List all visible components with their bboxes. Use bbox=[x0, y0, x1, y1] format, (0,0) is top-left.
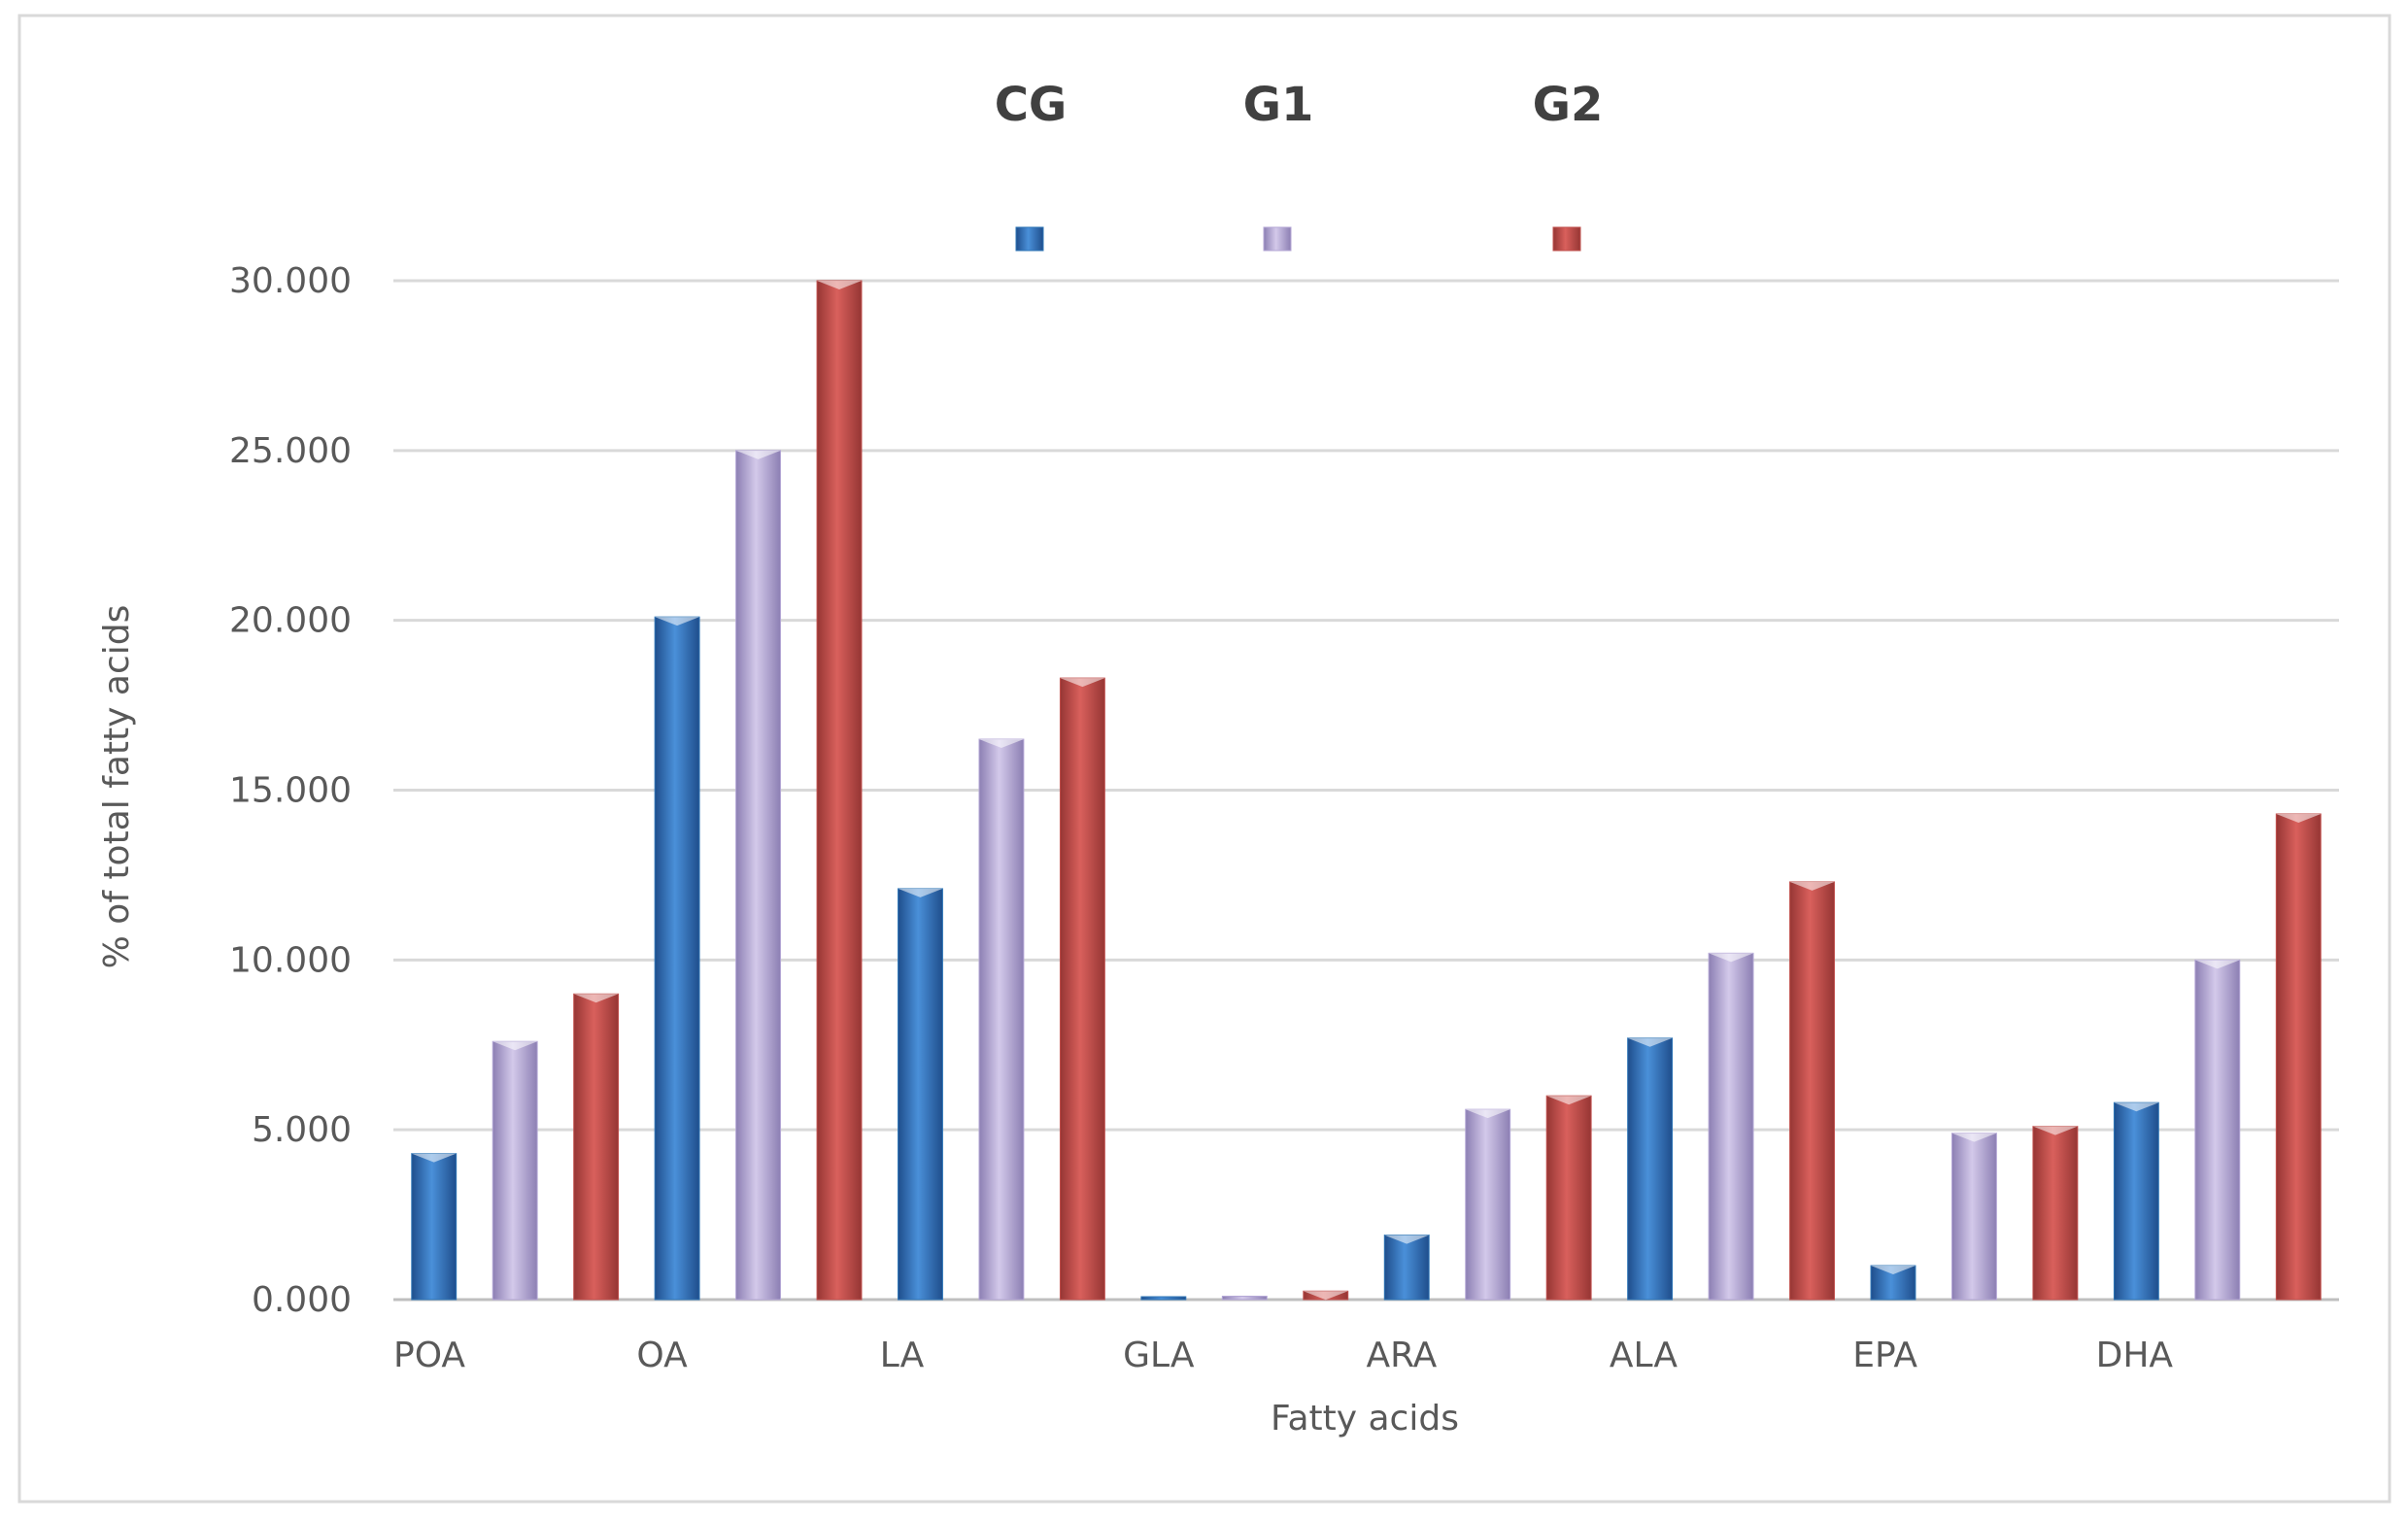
bar-g2-ara bbox=[1545, 1095, 1592, 1301]
y-axis-title: % of total fatty acids bbox=[97, 605, 137, 969]
x-tick-label: LA bbox=[880, 1336, 925, 1375]
bar-bevel bbox=[1546, 1096, 1592, 1105]
bar-g2-ala bbox=[1789, 881, 1835, 1301]
bar-body bbox=[1789, 881, 1835, 1301]
bar-bevel bbox=[1709, 953, 1754, 963]
bar-g1-epa bbox=[1950, 1133, 1997, 1301]
y-tick-label: 30.000 bbox=[229, 261, 352, 301]
bar-bevel bbox=[1789, 881, 1835, 891]
bar-bevel bbox=[2114, 1102, 2159, 1112]
bar-cg-oa bbox=[654, 616, 700, 1301]
bar-body bbox=[1627, 1037, 1674, 1301]
bar-body bbox=[898, 888, 943, 1301]
bar-body bbox=[573, 993, 620, 1301]
bar-cg-ala bbox=[1627, 1037, 1674, 1301]
bar-bevel bbox=[1303, 1291, 1348, 1301]
y-tick-label: 25.000 bbox=[229, 431, 352, 471]
bar-body bbox=[1140, 1296, 1187, 1301]
x-tick-label: GLA bbox=[1123, 1336, 1195, 1375]
bar-g2-gla bbox=[1303, 1290, 1349, 1301]
bar-bevel bbox=[1627, 1037, 1673, 1047]
bar-cg-gla bbox=[1140, 1296, 1187, 1301]
bar-bevel bbox=[2276, 813, 2322, 823]
bar-bevel bbox=[1465, 1109, 1510, 1119]
x-tick-label: EPA bbox=[1852, 1336, 1917, 1375]
bar-cg-ara bbox=[1383, 1235, 1430, 1301]
bar-bevel bbox=[898, 888, 943, 897]
tick-labels: 0.000 5.000 10.000 15.000 20.000 25.000 30.000… bbox=[229, 261, 2173, 1375]
bar-cg-dha bbox=[2113, 1101, 2159, 1301]
bar-g2-la bbox=[1059, 677, 1105, 1301]
bar-cg-la bbox=[898, 888, 943, 1301]
bar-body bbox=[654, 616, 700, 1301]
bar-bevel bbox=[1951, 1133, 1997, 1142]
bar-body bbox=[816, 280, 863, 1301]
bar-bevel bbox=[735, 450, 781, 459]
bar-bevel bbox=[573, 994, 619, 1003]
bar-g1-ala bbox=[1708, 952, 1754, 1301]
legend-marker-g2 bbox=[1552, 226, 1581, 252]
bar-body bbox=[1465, 1108, 1511, 1301]
bar-body bbox=[735, 450, 782, 1301]
bar-body bbox=[1545, 1095, 1592, 1301]
bar-bevel bbox=[492, 1041, 538, 1051]
legend-marker-g1 bbox=[1263, 226, 1292, 252]
y-tick-label: 5.000 bbox=[252, 1110, 352, 1150]
x-tick-label: OA bbox=[636, 1336, 688, 1375]
y-tick-label: 20.000 bbox=[229, 601, 352, 641]
bar-bevel bbox=[1871, 1266, 1916, 1275]
bar-body bbox=[2194, 959, 2241, 1301]
x-tick-label: POA bbox=[393, 1336, 465, 1375]
bar-body bbox=[1708, 952, 1754, 1301]
bar-bevel bbox=[2032, 1126, 2078, 1135]
legend-label-g2: G2 bbox=[1533, 78, 1604, 132]
legend-label-g1: G1 bbox=[1243, 78, 1314, 132]
bar-bevel bbox=[2194, 960, 2240, 969]
bar-g1-oa bbox=[735, 450, 782, 1301]
bar-body bbox=[1059, 677, 1105, 1301]
bar-body bbox=[492, 1040, 538, 1301]
bar-g2-epa bbox=[2032, 1126, 2079, 1301]
y-tick-label: 0.000 bbox=[252, 1280, 352, 1320]
bar-body bbox=[2032, 1126, 2079, 1301]
legend-label-cg: CG bbox=[995, 78, 1068, 132]
bar-g2-poa bbox=[573, 993, 620, 1301]
legend-marker-cg bbox=[1015, 226, 1044, 252]
bar-bevel bbox=[411, 1153, 457, 1163]
x-axis-title: Fatty acids bbox=[1271, 1399, 1459, 1438]
x-tick-label: ARA bbox=[1367, 1336, 1438, 1375]
bar-body bbox=[978, 738, 1025, 1301]
bar-bevel bbox=[1384, 1235, 1430, 1244]
bar-body bbox=[1221, 1296, 1268, 1301]
bar-g1-la bbox=[978, 738, 1025, 1301]
bar-bevel bbox=[978, 739, 1024, 749]
bar-cg-poa bbox=[411, 1153, 458, 1301]
bar-body bbox=[1383, 1235, 1430, 1301]
bar-g1-dha bbox=[2194, 959, 2241, 1301]
y-tick-label: 15.000 bbox=[229, 771, 352, 811]
bar-body bbox=[1950, 1133, 1997, 1301]
bars bbox=[411, 280, 2322, 1301]
x-tick-label: ALA bbox=[1610, 1336, 1679, 1375]
bar-g2-dha bbox=[2275, 813, 2322, 1301]
bar-body bbox=[2113, 1101, 2159, 1301]
x-tick-label: DHA bbox=[2096, 1336, 2174, 1375]
gridlines bbox=[393, 279, 2339, 1302]
bar-bevel bbox=[1060, 678, 1105, 688]
y-tick-label: 10.000 bbox=[229, 940, 352, 980]
bar-cg-epa bbox=[1870, 1265, 1916, 1301]
bar-g1-poa bbox=[492, 1040, 538, 1301]
legend: CG G1 G2 bbox=[995, 78, 1604, 252]
bar-bevel bbox=[817, 281, 862, 289]
bar-body bbox=[2275, 813, 2322, 1301]
bar-g1-gla bbox=[1221, 1296, 1268, 1301]
bar-body bbox=[411, 1153, 458, 1301]
bar-bevel bbox=[655, 617, 700, 626]
bar-g1-ara bbox=[1465, 1108, 1511, 1301]
bar-g2-oa bbox=[816, 280, 863, 1301]
